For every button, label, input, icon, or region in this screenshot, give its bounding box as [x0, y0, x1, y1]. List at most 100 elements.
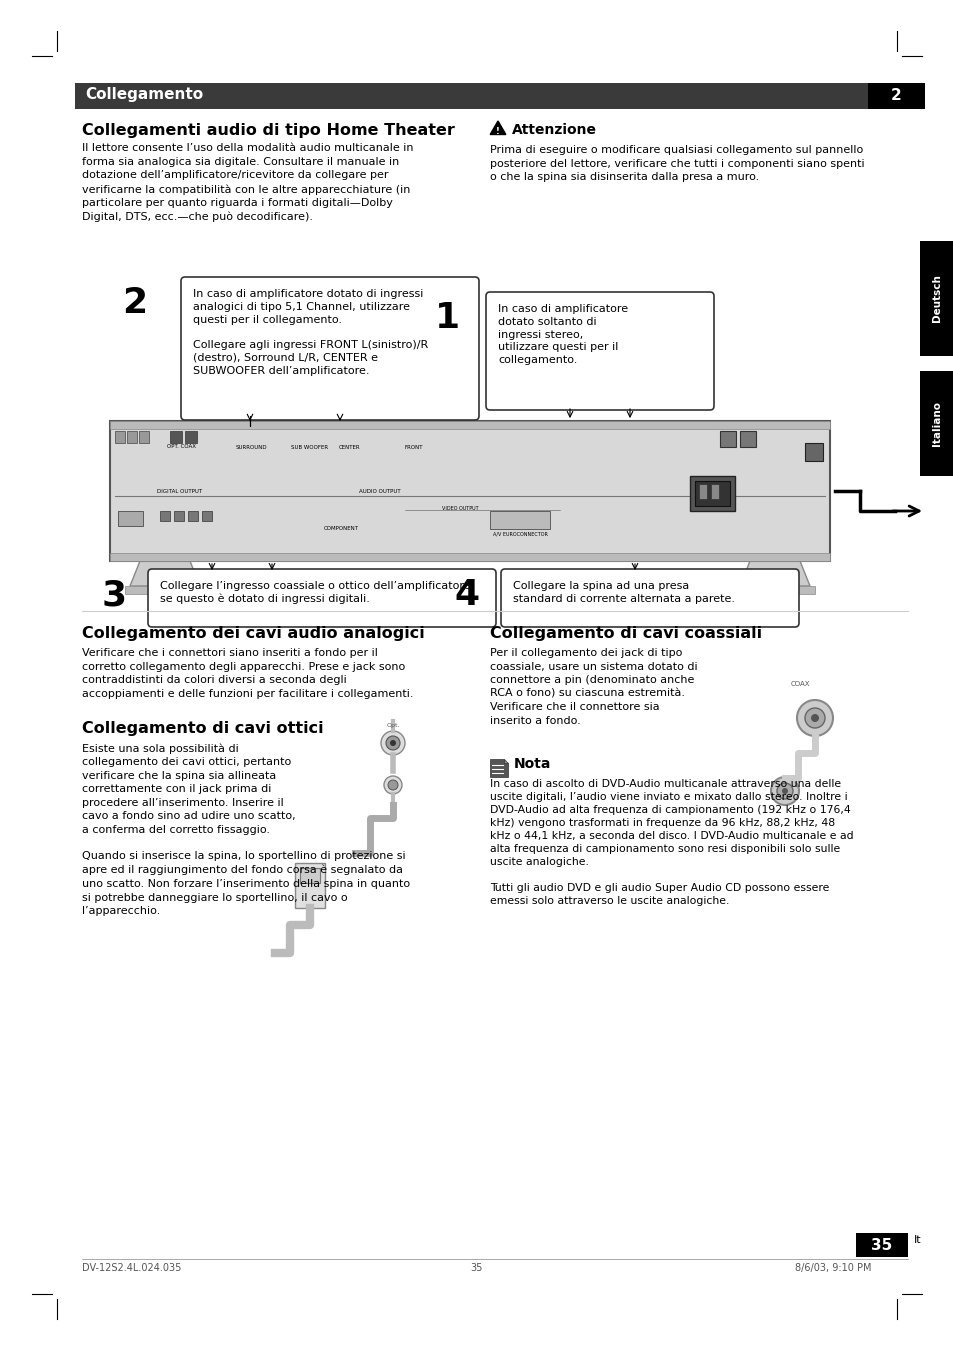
Text: In caso di amplificatore
dotato soltanto di
ingressi stereo,
utilizzare questi p: In caso di amplificatore dotato soltanto… [497, 304, 627, 365]
Circle shape [770, 777, 799, 805]
Text: Esiste una sola possibilità di
collegamento dei cavi ottici, pertanto
verificare: Esiste una sola possibilità di collegame… [82, 743, 295, 835]
Circle shape [441, 430, 456, 444]
Circle shape [538, 521, 542, 526]
Text: Collegare l’ingresso coassiale o ottico dell’amplificatore,
se questo è dotato d: Collegare l’ingresso coassiale o ottico … [160, 581, 474, 604]
Bar [125, 586, 205, 594]
Text: COMPONENT: COMPONENT [323, 526, 358, 531]
Bar [689, 476, 734, 511]
Circle shape [390, 740, 395, 746]
Circle shape [520, 513, 524, 517]
Circle shape [343, 430, 356, 444]
Circle shape [388, 780, 397, 790]
Circle shape [384, 775, 401, 794]
Circle shape [804, 708, 824, 728]
Circle shape [520, 521, 524, 526]
Text: 2: 2 [122, 286, 148, 320]
Text: Per il collegamento dei jack di tipo
coassiale, usare un sistema dotato di
conne: Per il collegamento dei jack di tipo coa… [490, 648, 697, 725]
Circle shape [530, 521, 534, 526]
Text: VIDEO OUTPUT: VIDEO OUTPUT [441, 507, 477, 511]
Polygon shape [503, 759, 507, 763]
Circle shape [423, 509, 436, 521]
Circle shape [810, 713, 818, 721]
Bar [720, 431, 735, 447]
Text: In caso di ascolto di DVD-Audio multicanale attraverso una delle
uscite digitali: In caso di ascolto di DVD-Audio multican… [490, 780, 853, 907]
Circle shape [371, 509, 382, 521]
Text: Quando si inserisce la spina, lo sportellino di protezione si
apre ed il raggiun: Quando si inserisce la spina, lo sportel… [82, 851, 410, 916]
Text: SUB WOOFER: SUB WOOFER [291, 444, 328, 450]
Text: DIGITAL OUTPUT: DIGITAL OUTPUT [157, 489, 202, 494]
Text: DV-12S2.4L.024.035: DV-12S2.4L.024.035 [82, 1263, 181, 1273]
Text: COAX: COAX [789, 681, 809, 688]
Text: 8/6/03, 9:10 PM: 8/6/03, 9:10 PM [795, 1263, 871, 1273]
Circle shape [254, 430, 269, 444]
Bar [699, 484, 706, 499]
Text: AUDIO OUTPUT: AUDIO OUTPUT [359, 489, 400, 494]
Circle shape [298, 509, 311, 521]
Circle shape [502, 513, 506, 517]
Circle shape [776, 784, 792, 798]
Bar [75, 82, 867, 109]
Text: It: It [913, 1235, 921, 1246]
Text: Attenzione: Attenzione [512, 123, 597, 136]
Bar [695, 481, 729, 507]
Bar [294, 863, 325, 908]
Circle shape [397, 430, 412, 444]
Circle shape [380, 731, 405, 755]
Bar [919, 240, 953, 357]
Bar [110, 553, 829, 561]
Bar [115, 431, 125, 443]
Text: A/V EUROCONNECTOR: A/V EUROCONNECTOR [492, 531, 547, 536]
Circle shape [441, 509, 454, 521]
Bar [804, 443, 822, 461]
Circle shape [781, 788, 787, 794]
FancyBboxPatch shape [500, 569, 799, 627]
Bar [110, 422, 829, 430]
Text: !: ! [496, 127, 499, 135]
Circle shape [419, 430, 434, 444]
Text: In caso di amplificatore dotato di ingressi
analogici di tipo 5,1 Channel, utili: In caso di amplificatore dotato di ingre… [193, 289, 428, 376]
Circle shape [353, 509, 365, 521]
Polygon shape [490, 759, 507, 777]
Text: 1: 1 [435, 301, 460, 335]
Circle shape [538, 513, 542, 517]
Text: OPT. COAX: OPT. COAX [168, 444, 196, 449]
Circle shape [530, 513, 534, 517]
Text: Opt.: Opt. [386, 723, 399, 728]
Bar [188, 511, 198, 521]
Circle shape [233, 430, 247, 444]
Circle shape [316, 509, 329, 521]
FancyBboxPatch shape [181, 277, 478, 420]
Circle shape [512, 513, 516, 517]
Bar [185, 431, 196, 443]
Text: CENTER: CENTER [339, 444, 360, 450]
FancyBboxPatch shape [148, 569, 496, 627]
Circle shape [512, 521, 516, 526]
Bar [160, 511, 170, 521]
Bar [110, 422, 829, 561]
Bar [734, 586, 814, 594]
Text: SURROUND: SURROUND [235, 444, 267, 450]
Circle shape [335, 509, 347, 521]
Text: Collegamenti audio di tipo Home Theater: Collegamenti audio di tipo Home Theater [82, 123, 455, 138]
Text: Deutsch: Deutsch [931, 274, 941, 323]
Bar [170, 431, 182, 443]
Circle shape [753, 431, 765, 443]
Circle shape [796, 700, 832, 736]
Text: 35: 35 [471, 1263, 482, 1273]
Bar [139, 431, 149, 443]
Text: 3: 3 [101, 578, 127, 612]
Text: Collegare la spina ad una presa
standard di corrente alternata a parete.: Collegare la spina ad una presa standard… [513, 581, 734, 604]
Text: 4: 4 [454, 578, 479, 612]
Bar [202, 511, 212, 521]
Bar [867, 82, 924, 109]
Text: Collegamento di cavi ottici: Collegamento di cavi ottici [82, 721, 323, 736]
Text: Collegamento dei cavi audio analogici: Collegamento dei cavi audio analogici [82, 626, 424, 640]
Text: Prima di eseguire o modificare qualsiasi collegamento sul pannello
posteriore de: Prima di eseguire o modificare qualsiasi… [490, 145, 863, 182]
Bar [173, 511, 184, 521]
Text: 2: 2 [890, 88, 901, 103]
Text: FRONT: FRONT [405, 444, 423, 450]
Bar [855, 1233, 907, 1256]
Circle shape [386, 736, 399, 750]
Circle shape [769, 431, 781, 443]
Text: Il lettore consente l’uso della modalità audio multicanale in
forma sia analogic: Il lettore consente l’uso della modalità… [82, 143, 413, 223]
